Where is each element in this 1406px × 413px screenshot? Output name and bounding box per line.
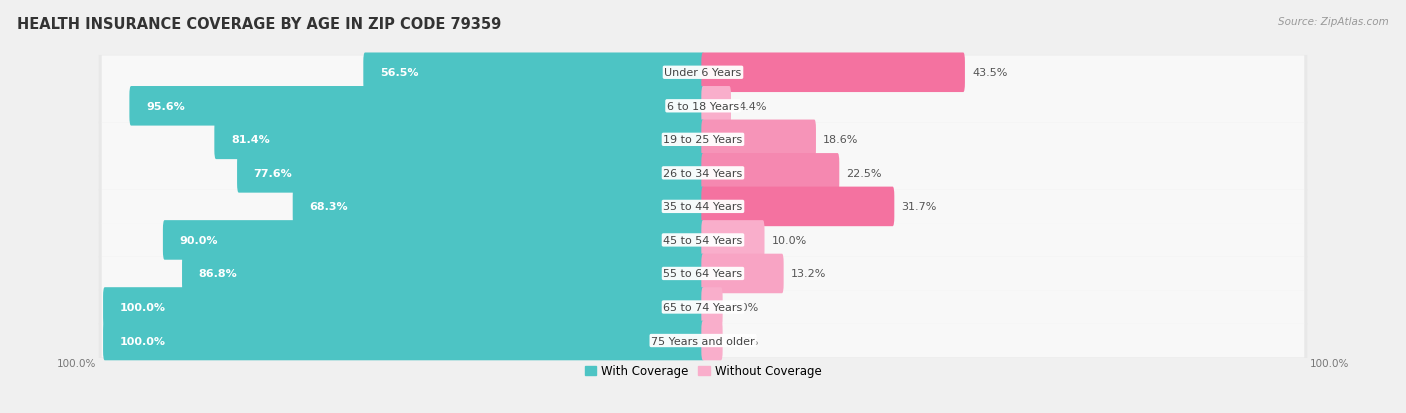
FancyBboxPatch shape (702, 187, 894, 227)
FancyBboxPatch shape (181, 254, 704, 294)
FancyBboxPatch shape (101, 290, 1305, 324)
Text: 13.2%: 13.2% (792, 269, 827, 279)
FancyBboxPatch shape (702, 120, 815, 160)
FancyBboxPatch shape (292, 187, 704, 227)
Text: 100.0%: 100.0% (120, 336, 166, 346)
FancyBboxPatch shape (101, 223, 1305, 257)
FancyBboxPatch shape (101, 123, 1305, 157)
Text: 31.7%: 31.7% (901, 202, 936, 212)
FancyBboxPatch shape (98, 89, 1308, 124)
FancyBboxPatch shape (702, 254, 783, 294)
Legend: With Coverage, Without Coverage: With Coverage, Without Coverage (585, 364, 821, 377)
Text: 55 to 64 Years: 55 to 64 Years (664, 269, 742, 279)
Text: 18.6%: 18.6% (824, 135, 859, 145)
FancyBboxPatch shape (163, 221, 704, 260)
Text: 0.0%: 0.0% (730, 302, 758, 312)
Text: 26 to 34 Years: 26 to 34 Years (664, 169, 742, 178)
Text: 100.0%: 100.0% (1310, 358, 1350, 368)
Text: 6 to 18 Years: 6 to 18 Years (666, 102, 740, 112)
FancyBboxPatch shape (98, 190, 1308, 224)
FancyBboxPatch shape (98, 256, 1308, 291)
FancyBboxPatch shape (98, 56, 1308, 90)
Text: 10.0%: 10.0% (772, 235, 807, 245)
FancyBboxPatch shape (702, 87, 731, 126)
FancyBboxPatch shape (702, 221, 765, 260)
Text: 0.0%: 0.0% (730, 336, 758, 346)
Text: 100.0%: 100.0% (120, 302, 166, 312)
Text: 81.4%: 81.4% (231, 135, 270, 145)
FancyBboxPatch shape (103, 321, 704, 361)
Text: 100.0%: 100.0% (56, 358, 96, 368)
Text: 86.8%: 86.8% (198, 269, 238, 279)
Text: 22.5%: 22.5% (846, 169, 882, 178)
FancyBboxPatch shape (702, 53, 965, 93)
FancyBboxPatch shape (702, 287, 723, 327)
FancyBboxPatch shape (98, 290, 1308, 325)
Text: 56.5%: 56.5% (380, 68, 419, 78)
Text: 43.5%: 43.5% (972, 68, 1008, 78)
FancyBboxPatch shape (214, 120, 704, 160)
Text: 75 Years and older: 75 Years and older (651, 336, 755, 346)
FancyBboxPatch shape (702, 321, 723, 361)
Text: HEALTH INSURANCE COVERAGE BY AGE IN ZIP CODE 79359: HEALTH INSURANCE COVERAGE BY AGE IN ZIP … (17, 17, 501, 31)
FancyBboxPatch shape (98, 223, 1308, 258)
FancyBboxPatch shape (101, 324, 1305, 358)
FancyBboxPatch shape (101, 90, 1305, 123)
Text: 45 to 54 Years: 45 to 54 Years (664, 235, 742, 245)
Text: Under 6 Years: Under 6 Years (665, 68, 741, 78)
FancyBboxPatch shape (702, 154, 839, 193)
FancyBboxPatch shape (363, 53, 704, 93)
FancyBboxPatch shape (103, 287, 704, 327)
Text: 77.6%: 77.6% (253, 169, 292, 178)
Text: 95.6%: 95.6% (146, 102, 184, 112)
FancyBboxPatch shape (101, 257, 1305, 291)
Text: 68.3%: 68.3% (309, 202, 347, 212)
Text: 65 to 74 Years: 65 to 74 Years (664, 302, 742, 312)
Text: 19 to 25 Years: 19 to 25 Years (664, 135, 742, 145)
Text: 4.4%: 4.4% (738, 102, 766, 112)
FancyBboxPatch shape (98, 123, 1308, 157)
FancyBboxPatch shape (101, 56, 1305, 90)
Text: 90.0%: 90.0% (180, 235, 218, 245)
Text: 35 to 44 Years: 35 to 44 Years (664, 202, 742, 212)
FancyBboxPatch shape (101, 157, 1305, 190)
FancyBboxPatch shape (238, 154, 704, 193)
FancyBboxPatch shape (98, 323, 1308, 358)
FancyBboxPatch shape (98, 156, 1308, 191)
FancyBboxPatch shape (129, 87, 704, 126)
Text: Source: ZipAtlas.com: Source: ZipAtlas.com (1278, 17, 1389, 26)
FancyBboxPatch shape (101, 190, 1305, 224)
